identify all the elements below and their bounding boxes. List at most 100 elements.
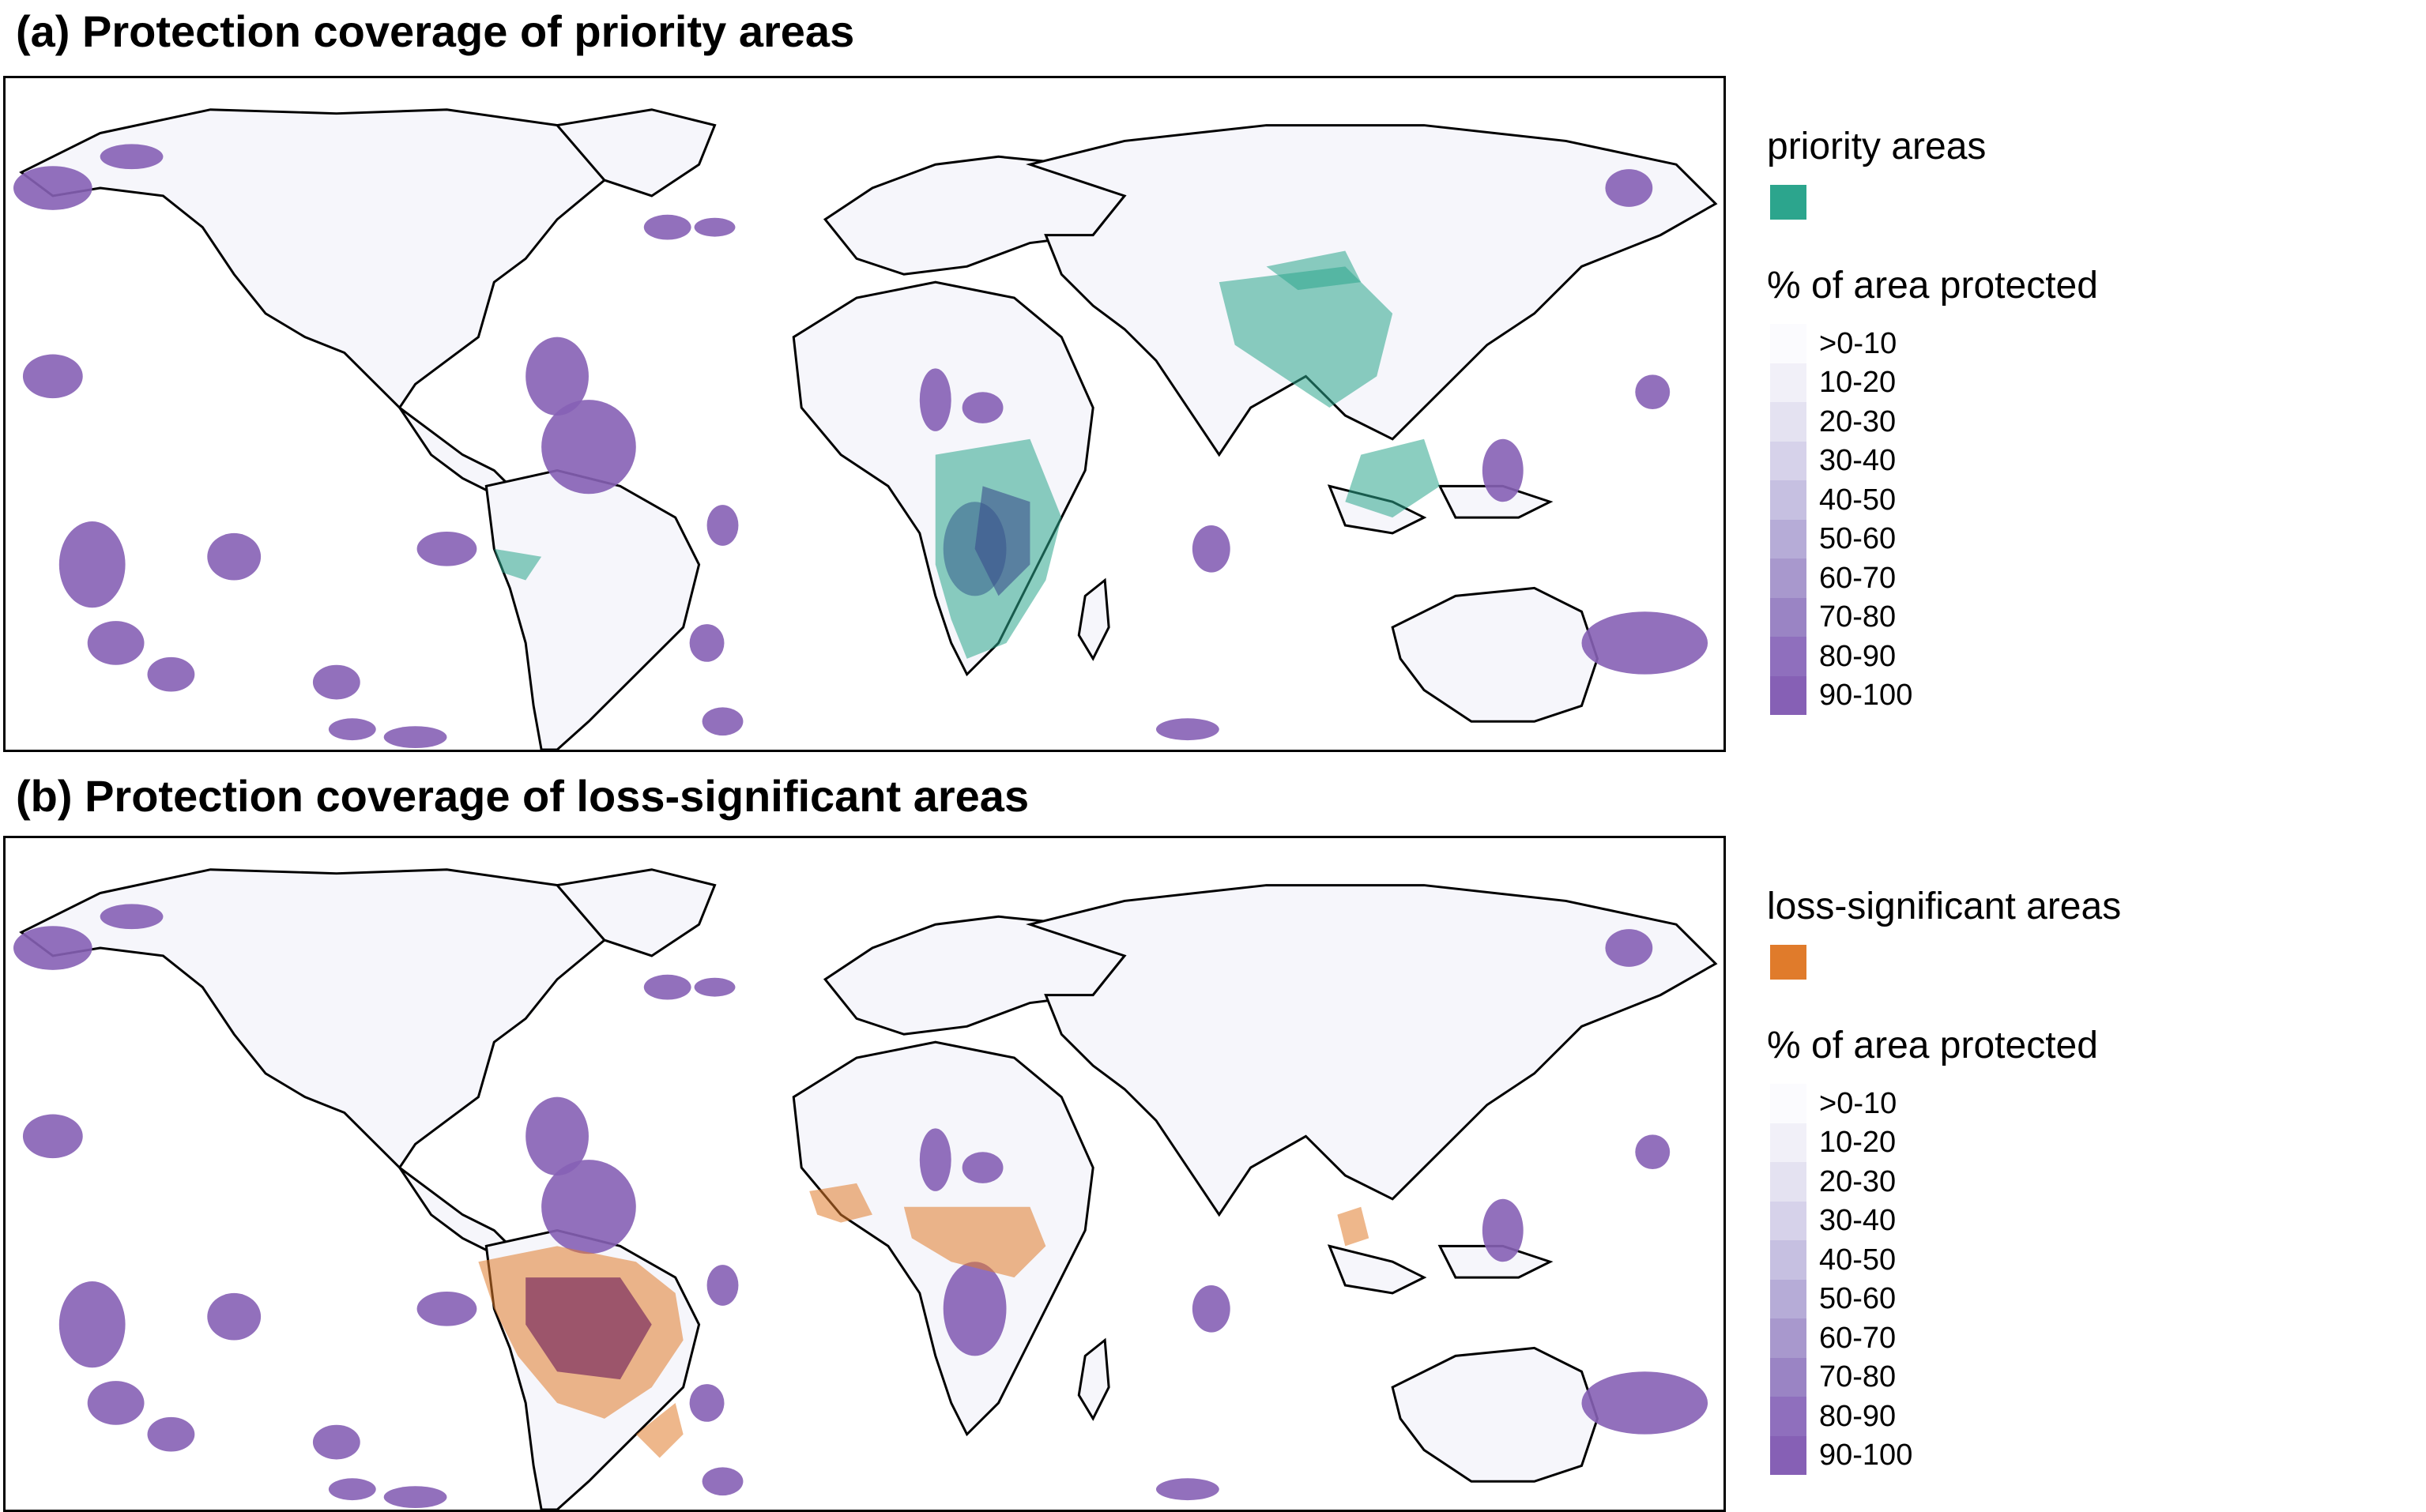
protected-patch bbox=[416, 1291, 477, 1326]
highlight-region bbox=[1345, 438, 1440, 518]
protected-patch bbox=[100, 144, 164, 170]
scale-label: 30-40 bbox=[1819, 1204, 1897, 1238]
scale-row: 70-80 bbox=[1770, 1357, 2415, 1397]
protected-patch bbox=[706, 505, 739, 546]
scale-label: 80-90 bbox=[1819, 1399, 1897, 1433]
panel-b-map bbox=[3, 836, 1726, 1512]
panel-a-legend: priority areas % of area protected >0-10… bbox=[1767, 125, 2415, 715]
protected-patch bbox=[962, 1152, 1004, 1183]
protected-patch bbox=[13, 166, 92, 210]
protected-loss-overlap bbox=[526, 1277, 652, 1380]
protected-patch bbox=[1192, 525, 1230, 573]
protected-patch bbox=[1192, 1285, 1230, 1333]
scale-label: >0-10 bbox=[1819, 326, 1897, 360]
scale-title: % of area protected bbox=[1767, 265, 2098, 307]
protected-patch bbox=[328, 1478, 376, 1501]
protected-patch bbox=[694, 217, 736, 237]
highlight-region bbox=[809, 1183, 872, 1223]
protected-patch bbox=[207, 532, 262, 581]
protected-patch bbox=[943, 1262, 1007, 1356]
protected-patch bbox=[526, 1096, 589, 1175]
highlight-region bbox=[1266, 250, 1362, 291]
scale-row: 60-70 bbox=[1770, 1318, 2415, 1358]
protected-patch bbox=[643, 214, 691, 240]
protected-patch bbox=[1605, 169, 1653, 207]
panel-b-world-map bbox=[13, 868, 1718, 1510]
highlight-region bbox=[494, 548, 542, 581]
protected-patch bbox=[1155, 1478, 1219, 1501]
protected-patch bbox=[702, 707, 744, 736]
highlight-legend-swatch bbox=[1770, 185, 1806, 220]
scale-swatch bbox=[1770, 363, 1806, 402]
coastline bbox=[555, 868, 717, 957]
protected-patch bbox=[13, 926, 92, 970]
coastline bbox=[19, 868, 607, 1170]
scale-swatch bbox=[1770, 597, 1806, 637]
protected-patch bbox=[87, 1381, 145, 1425]
protected-patch bbox=[100, 904, 164, 930]
protected-patch bbox=[1482, 1198, 1524, 1262]
panel-b-legend: loss-significant areas % of area protect… bbox=[1767, 885, 2415, 1475]
protected-patch bbox=[416, 531, 477, 566]
scale-row: 40-50 bbox=[1770, 480, 2415, 520]
panel-a-title: (a) Protection coverage of priority area… bbox=[16, 6, 855, 56]
scale-swatch bbox=[1770, 1357, 1806, 1397]
protected-patch bbox=[383, 1486, 447, 1509]
scale-swatch bbox=[1770, 324, 1806, 363]
protected-patch bbox=[962, 392, 1004, 423]
scale-row: 60-70 bbox=[1770, 559, 2415, 598]
protected-priority-overlap bbox=[974, 486, 1030, 596]
scale-label: 30-40 bbox=[1819, 444, 1897, 478]
scale-swatch bbox=[1770, 1123, 1806, 1162]
scale-label: 90-100 bbox=[1819, 679, 1913, 713]
scale-row: 30-40 bbox=[1770, 441, 2415, 480]
protected-patch bbox=[1635, 1134, 1671, 1170]
scale-row: 50-60 bbox=[1770, 1279, 2415, 1318]
scale-label: 10-20 bbox=[1819, 366, 1897, 400]
highlight-region bbox=[1337, 1206, 1369, 1247]
scale-swatch bbox=[1770, 1201, 1806, 1240]
scale-row: 10-20 bbox=[1770, 1123, 2415, 1162]
scale-label: 80-90 bbox=[1819, 639, 1897, 673]
scale-label: 90-100 bbox=[1819, 1439, 1913, 1473]
protected-patch bbox=[526, 337, 589, 416]
scale-swatch bbox=[1770, 402, 1806, 442]
scale-label: 70-80 bbox=[1819, 1360, 1897, 1394]
scale-label: 50-60 bbox=[1819, 1282, 1897, 1316]
protected-patch bbox=[1482, 438, 1524, 502]
scale-swatch bbox=[1770, 1435, 1806, 1475]
scale-label: 40-50 bbox=[1819, 1243, 1897, 1277]
highlight-legend-swatch bbox=[1770, 945, 1806, 980]
scale-label: 60-70 bbox=[1819, 1321, 1897, 1355]
coastline bbox=[1026, 884, 1718, 1217]
scale-row: 40-50 bbox=[1770, 1240, 2415, 1280]
protected-patch bbox=[87, 621, 145, 665]
protected-patch bbox=[1605, 929, 1653, 967]
protected-patch bbox=[689, 624, 725, 662]
scale-row: 20-30 bbox=[1770, 402, 2415, 442]
protected-patch bbox=[147, 656, 195, 692]
highlight-region bbox=[1219, 266, 1393, 408]
scale-swatch bbox=[1770, 637, 1806, 676]
scale-label: 50-60 bbox=[1819, 522, 1897, 556]
panel-a-map bbox=[3, 76, 1726, 752]
protected-patch bbox=[1581, 1371, 1708, 1435]
protected-patch bbox=[312, 1424, 360, 1460]
coastline bbox=[19, 108, 607, 410]
scale-label: 10-20 bbox=[1819, 1126, 1897, 1160]
protected-patch bbox=[702, 1467, 744, 1496]
protected-patch bbox=[694, 977, 736, 997]
protected-patch bbox=[706, 1265, 739, 1306]
coastline bbox=[398, 1166, 512, 1255]
protected-patch bbox=[22, 1114, 83, 1159]
scale-label: 20-30 bbox=[1819, 404, 1897, 438]
protected-patch bbox=[541, 1160, 636, 1254]
scale-swatch bbox=[1770, 1279, 1806, 1318]
coastline bbox=[1077, 1337, 1110, 1421]
coastline bbox=[1391, 1346, 1599, 1483]
coastline bbox=[1327, 1244, 1427, 1295]
panel-a-world-map bbox=[13, 108, 1718, 750]
protected-patch bbox=[1581, 611, 1708, 675]
coastline bbox=[1026, 124, 1718, 457]
scale-swatch bbox=[1770, 559, 1806, 598]
